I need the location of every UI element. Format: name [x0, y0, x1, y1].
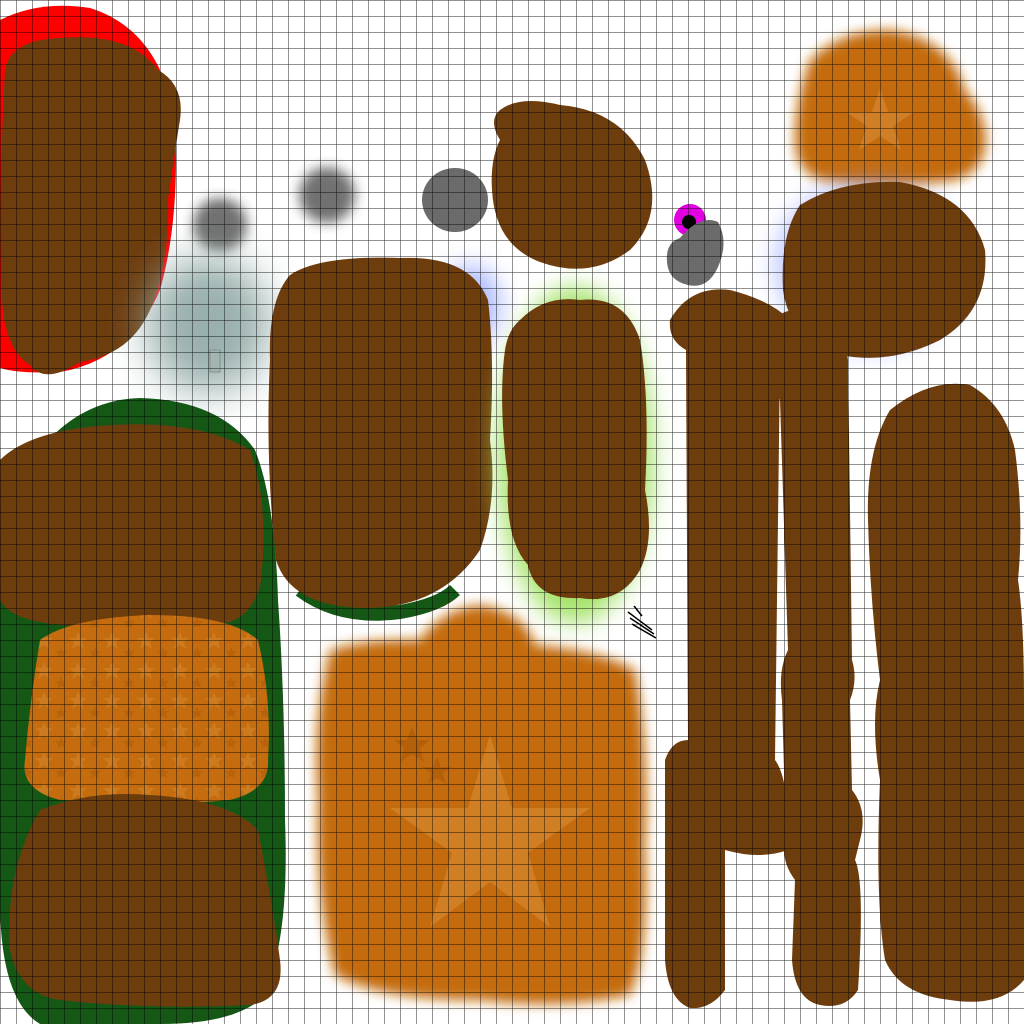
- grid-overlay: [0, 0, 1024, 1024]
- texture-atlas-canvas: [0, 0, 1024, 1024]
